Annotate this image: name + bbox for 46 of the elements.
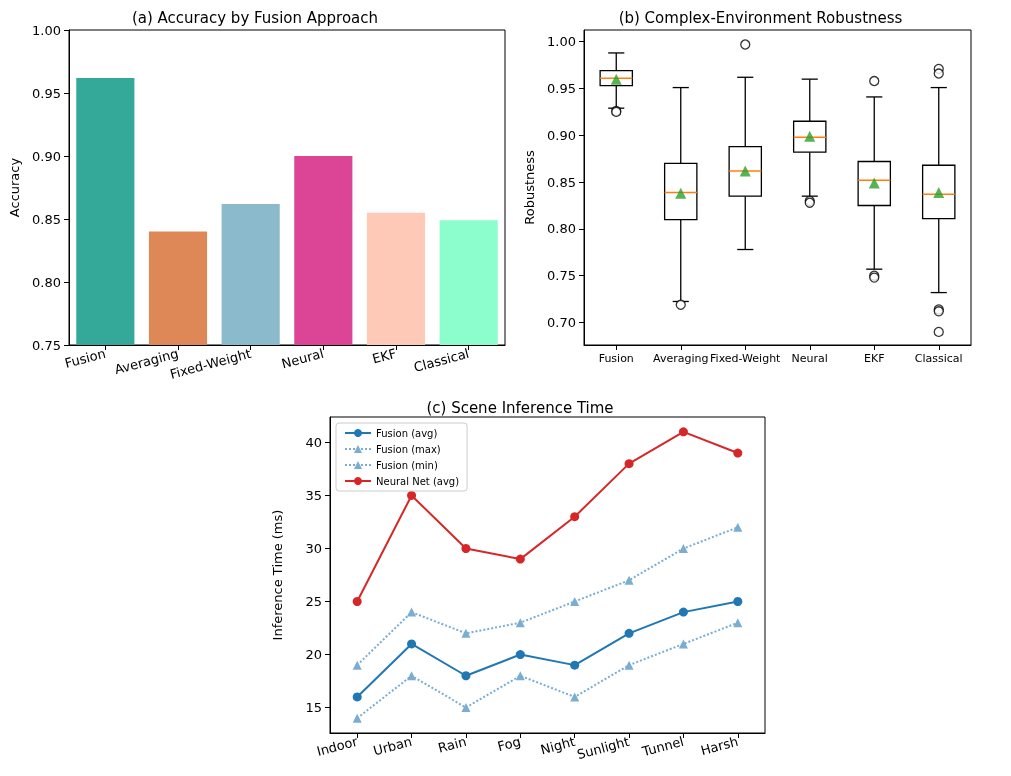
x-tick-label: Fog	[495, 733, 523, 755]
x-tick-label: Neural	[279, 345, 326, 372]
y-tick-label: 0.75	[547, 268, 576, 284]
x-tick-label: Indoor	[315, 733, 360, 760]
y-tick-label: 30	[305, 540, 322, 556]
legend-label: Fusion (max)	[376, 443, 441, 455]
x-tick-label: Fusion	[63, 345, 108, 372]
y-tick-label: 35	[305, 487, 322, 503]
y-tick-label: 1.00	[547, 34, 576, 50]
chart-title: (a) Accuracy by Fusion Approach	[131, 8, 379, 27]
y-tick-label: 0.90	[32, 148, 61, 164]
chart-title: (c) Scene Inference Time	[426, 398, 614, 417]
y-tick-label: 0.95	[32, 85, 61, 101]
x-tick-label: Fusion	[598, 352, 634, 365]
x-tick-label: Classical	[914, 352, 963, 365]
x-tick-label: Sunlight	[575, 733, 631, 763]
x-tick-label: Rain	[436, 733, 468, 756]
y-tick-label: 0.75	[32, 337, 61, 353]
chart-title: (b) Complex-Environment Robustness	[618, 8, 903, 27]
x-tick-label: EKF	[864, 352, 885, 365]
x-tick-label: Urban	[371, 733, 414, 759]
x-tick-label: Harsh	[699, 733, 740, 759]
legend-label: Fusion (min)	[376, 459, 438, 471]
x-tick-label: Neural	[791, 352, 828, 365]
y-tick-label: 0.95	[547, 81, 576, 97]
y-axis-title: Accuracy	[7, 157, 23, 218]
y-tick-label: 0.90	[547, 127, 576, 143]
x-tick-label: Night	[539, 733, 577, 758]
x-tick-label: Tunnel	[639, 733, 686, 760]
y-tick-label: 0.80	[547, 221, 576, 237]
x-tick-label: EKF	[370, 345, 398, 367]
y-tick-label: 1.00	[32, 22, 61, 38]
y-tick-label: 0.70	[547, 315, 576, 331]
x-tick-label: Averaging	[653, 352, 709, 365]
y-tick-label: 25	[305, 594, 322, 610]
legend-label: Fusion (avg)	[376, 427, 438, 439]
x-tick-label: Fixed-Weight	[710, 352, 782, 365]
y-tick-label: 15	[305, 700, 322, 716]
legend-label: Neural Net (avg)	[376, 475, 460, 487]
y-axis-title: Robustness	[522, 150, 538, 225]
y-tick-label: 0.85	[547, 174, 576, 190]
y-tick-label: 0.80	[32, 274, 61, 290]
y-tick-label: 20	[305, 647, 322, 663]
y-tick-label: 0.85	[32, 211, 61, 227]
y-axis-title: Inference Time (ms)	[270, 509, 285, 641]
y-tick-label: 40	[305, 434, 322, 450]
